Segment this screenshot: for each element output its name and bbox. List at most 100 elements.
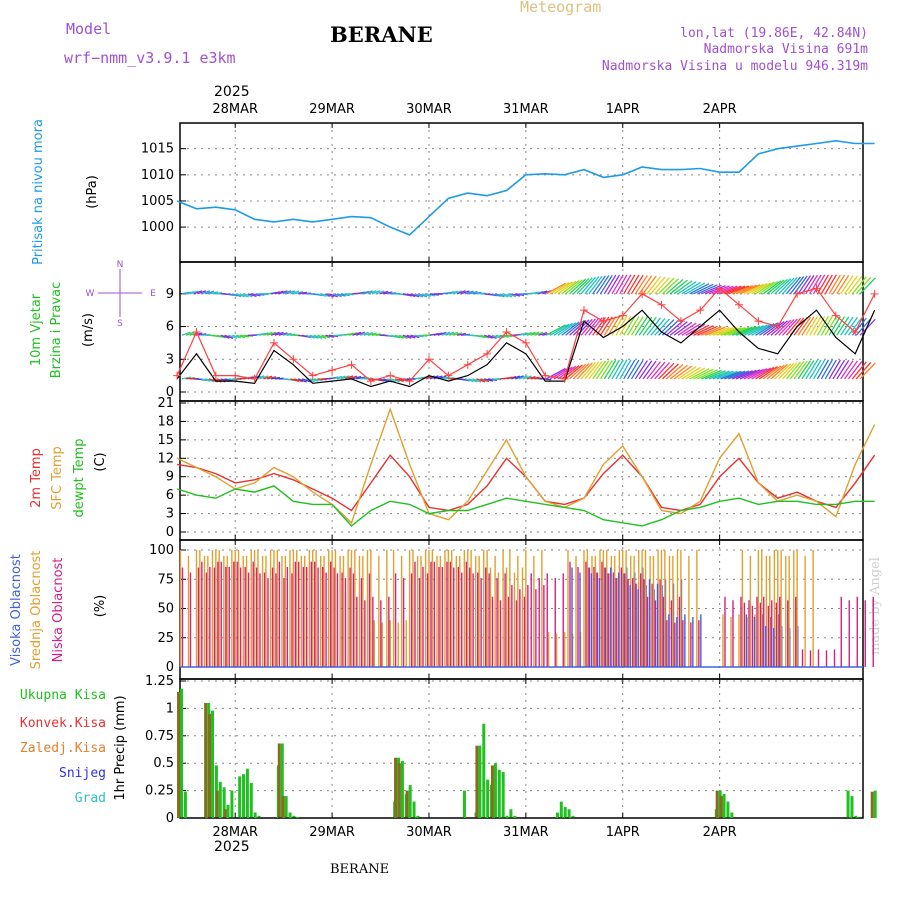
wind-barb bbox=[762, 365, 782, 380]
wind-barb bbox=[348, 375, 358, 380]
wind-barb bbox=[747, 368, 768, 380]
wind-gust-marker bbox=[812, 284, 821, 293]
wind-barb bbox=[751, 367, 772, 380]
precip-unit-label: 1hr Precip (mm) bbox=[113, 695, 128, 800]
wind-barb bbox=[301, 334, 311, 339]
wind-barb bbox=[716, 327, 738, 336]
wind-barb bbox=[294, 290, 304, 295]
precip-convective-bar bbox=[475, 745, 479, 818]
wind-barb bbox=[654, 362, 670, 380]
wind-barb bbox=[708, 370, 730, 380]
wind-barb bbox=[611, 359, 624, 380]
wind-barb bbox=[418, 293, 428, 298]
wind-barb bbox=[700, 326, 722, 336]
wind-barb bbox=[282, 290, 292, 295]
wind-barb bbox=[855, 318, 872, 336]
wind-barb bbox=[785, 317, 802, 336]
wind-barb bbox=[270, 331, 280, 336]
wind-barb bbox=[491, 293, 501, 297]
wind-barb bbox=[708, 326, 730, 336]
x-tick-label-bottom: 1APR bbox=[606, 825, 640, 840]
wind-gust-marker bbox=[560, 374, 569, 383]
wind-barb bbox=[669, 321, 688, 336]
wind-barb bbox=[205, 290, 215, 295]
wind-barb bbox=[689, 324, 710, 336]
wind-barb bbox=[712, 370, 734, 380]
wind-barb bbox=[391, 334, 401, 339]
wind-barb bbox=[847, 361, 863, 380]
precip-convective-bar bbox=[405, 790, 409, 818]
wind-barb bbox=[824, 359, 837, 380]
wind-barb bbox=[596, 275, 610, 295]
wind-barb bbox=[553, 281, 573, 295]
wind-barb bbox=[832, 316, 846, 336]
precip-ytick-label: 0 bbox=[166, 811, 174, 826]
wind-barb bbox=[789, 276, 805, 295]
precip-total-bar bbox=[292, 815, 296, 818]
wind-barb bbox=[251, 293, 261, 297]
precip-ytick-label: 0.5 bbox=[153, 756, 174, 771]
wind-barb bbox=[592, 275, 606, 295]
wind-barb bbox=[847, 275, 863, 295]
wind-barb bbox=[239, 293, 249, 298]
wind-barb bbox=[278, 332, 288, 336]
wind-barb bbox=[809, 274, 822, 295]
wind-barb bbox=[522, 375, 532, 380]
wind-barb bbox=[685, 367, 706, 380]
pressure-line bbox=[176, 139, 875, 236]
wind-barb bbox=[274, 331, 284, 336]
wind-barb bbox=[282, 332, 292, 336]
wind-barb bbox=[665, 320, 684, 336]
wind-barb bbox=[739, 369, 761, 380]
wind-barb bbox=[545, 282, 566, 295]
year-top-label: 2025 bbox=[214, 84, 250, 100]
wind-barb bbox=[538, 332, 548, 336]
precip-total-bar bbox=[253, 812, 257, 818]
precip-convective-bar bbox=[215, 790, 219, 818]
wind-barb bbox=[530, 376, 540, 380]
wind-barb bbox=[673, 321, 693, 336]
wind-barb bbox=[599, 274, 613, 295]
wind-barb bbox=[189, 290, 199, 295]
temperature-ytick-label: 9 bbox=[166, 470, 174, 485]
wind-barb bbox=[697, 284, 718, 295]
wind-barb bbox=[383, 291, 393, 295]
wind-barb bbox=[406, 334, 416, 339]
precip-total-bar bbox=[505, 815, 509, 818]
wind-gust-marker bbox=[618, 311, 627, 320]
wind-barb bbox=[599, 316, 613, 336]
wind-barb bbox=[332, 375, 342, 380]
wind-barb bbox=[634, 360, 648, 380]
wind-barb bbox=[313, 334, 323, 339]
wind-barb bbox=[549, 282, 570, 295]
wind-barb bbox=[782, 276, 798, 295]
wind-barb bbox=[499, 334, 509, 338]
wind-barb bbox=[263, 331, 273, 336]
wind-barb bbox=[472, 291, 482, 295]
wind-barb bbox=[847, 317, 863, 336]
wind-barb bbox=[766, 320, 785, 336]
precip-total-bar bbox=[513, 815, 517, 818]
wind-gust-marker bbox=[328, 366, 337, 375]
wind-barb bbox=[809, 359, 822, 380]
wind-gust-marker bbox=[870, 289, 879, 298]
wind-barb bbox=[328, 293, 338, 298]
wind-barb bbox=[507, 375, 517, 380]
precip-legend-0: Ukupna Kisa bbox=[20, 688, 106, 703]
temperature-ytick-label: 21 bbox=[157, 396, 174, 411]
wind-barb bbox=[441, 331, 451, 336]
pressure-ytick-label: 1015 bbox=[141, 142, 174, 157]
wind-barb bbox=[824, 274, 837, 295]
wind-barb bbox=[766, 364, 785, 380]
wind-barb bbox=[185, 331, 195, 336]
wind-barb bbox=[259, 332, 269, 336]
wind-barb bbox=[697, 325, 718, 336]
wind-barb bbox=[634, 316, 648, 336]
wind-barb bbox=[236, 334, 246, 339]
wind-gust-marker bbox=[831, 311, 840, 320]
wind-gust-marker bbox=[502, 328, 511, 336]
wind-barb bbox=[724, 327, 746, 336]
x-tick-label-bottom: 31MAR bbox=[503, 825, 549, 840]
compass-n-label: N bbox=[117, 260, 124, 270]
